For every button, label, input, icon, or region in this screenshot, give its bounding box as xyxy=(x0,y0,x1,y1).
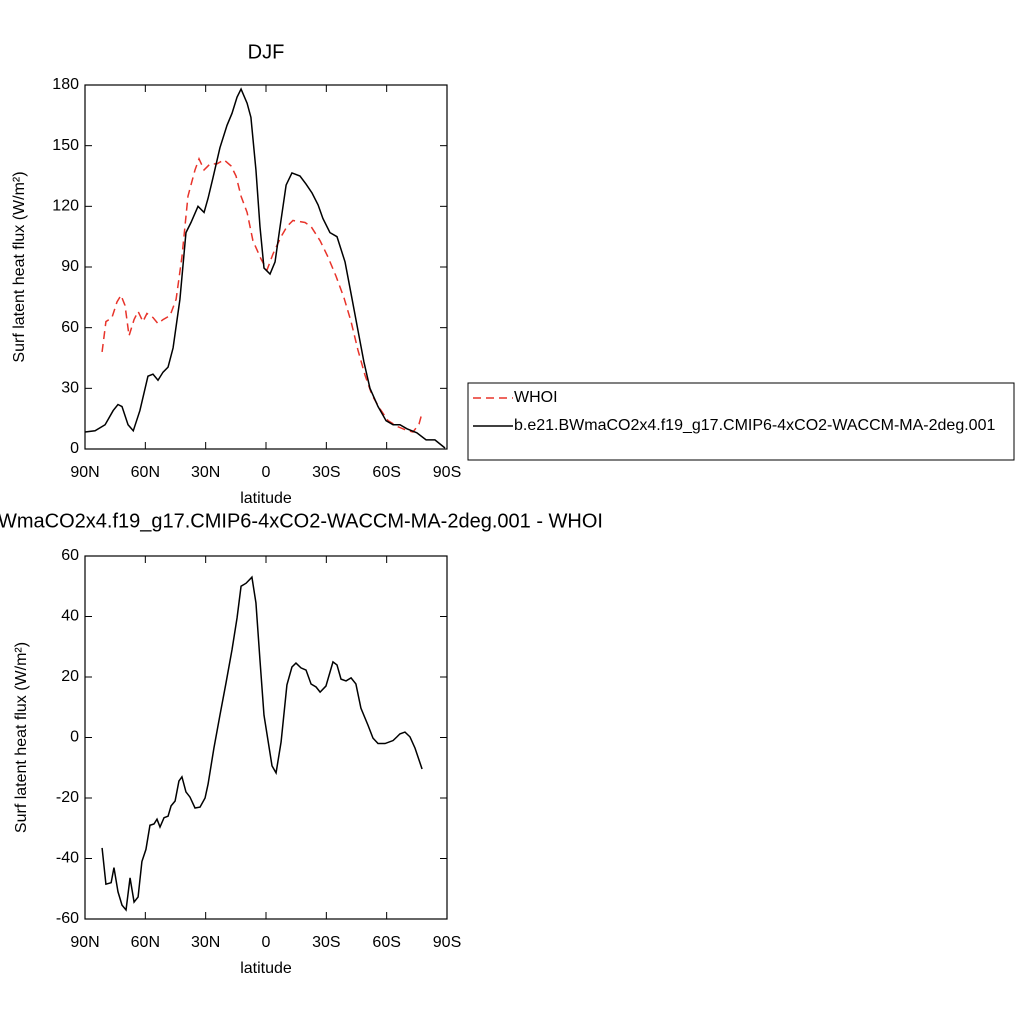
x-tick-label: 90N xyxy=(70,934,99,951)
x-tick-label: 90S xyxy=(433,934,461,951)
y-tick-label: 150 xyxy=(52,137,79,154)
x-tick-label: 30N xyxy=(191,464,220,481)
x-tick-label: 60S xyxy=(372,464,400,481)
x-tick-label: 60S xyxy=(372,934,400,951)
legend-label: b.e21.BWmaCO2x4.f19_g17.CMIP6-4xCO2-WACC… xyxy=(514,417,995,434)
y-tick-label: 0 xyxy=(70,440,79,457)
y-tick-label: -60 xyxy=(56,910,79,927)
plot-frame xyxy=(84,84,448,450)
y-tick-label: 30 xyxy=(61,380,79,397)
data-line xyxy=(101,156,423,433)
y-tick-label: 60 xyxy=(61,547,79,564)
y-tick-label: 90 xyxy=(61,258,79,275)
chart-title: DJF xyxy=(248,41,285,63)
y-tick-label: -20 xyxy=(56,789,79,806)
y-tick-label: -40 xyxy=(56,850,79,867)
x-tick-label: 60N xyxy=(131,934,160,951)
x-tick-label: 90N xyxy=(70,464,99,481)
y-axis-label: Surf latent heat flux (W/m²) xyxy=(13,642,30,833)
y-tick-label: 120 xyxy=(52,198,79,215)
x-tick-label: 30S xyxy=(312,934,340,951)
chart-title: b.e21.BWmaCO2x4.f19_g17.CMIP6-4xCO2-WACC… xyxy=(0,510,603,532)
x-tick-label: 90S xyxy=(433,464,461,481)
x-tick-label: 60N xyxy=(131,464,160,481)
y-tick-label: 0 xyxy=(70,729,79,746)
plot-frame xyxy=(84,555,448,920)
data-line xyxy=(84,87,446,449)
x-tick-label: 0 xyxy=(262,464,271,481)
y-tick-label: 60 xyxy=(61,319,79,336)
data-line xyxy=(101,575,423,912)
y-tick-label: 180 xyxy=(52,76,79,93)
x-tick-label: 30S xyxy=(312,464,340,481)
legend-label: WHOI xyxy=(514,389,558,406)
y-axis-label: Surf latent heat flux (W/m²) xyxy=(11,171,28,362)
x-axis-label: latitude xyxy=(240,490,292,507)
x-tick-label: 0 xyxy=(262,934,271,951)
y-tick-label: 40 xyxy=(61,608,79,625)
y-tick-label: 20 xyxy=(61,668,79,685)
x-axis-label: latitude xyxy=(240,960,292,977)
legend-box xyxy=(467,382,1015,461)
x-tick-label: 30N xyxy=(191,934,220,951)
